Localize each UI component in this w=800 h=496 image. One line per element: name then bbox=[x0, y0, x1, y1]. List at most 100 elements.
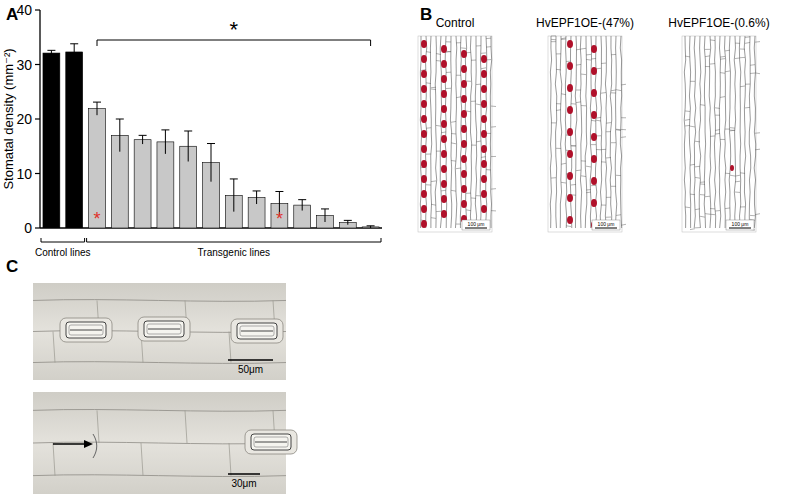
cell-wall bbox=[685, 206, 690, 208]
cell-wall bbox=[750, 215, 755, 216]
cell-wall bbox=[730, 175, 735, 177]
cell-wall bbox=[486, 46, 491, 47]
cell-wall bbox=[486, 38, 491, 40]
cell-wall bbox=[481, 52, 486, 53]
cell-wall bbox=[53, 443, 55, 476]
stoma bbox=[481, 190, 487, 198]
cell-wall bbox=[571, 184, 576, 186]
micrograph bbox=[33, 392, 297, 494]
error-bar bbox=[298, 200, 306, 211]
cell-wall bbox=[490, 36, 491, 228]
figure: ABC010203040Stomatal density (mm⁻²)Contr… bbox=[0, 0, 800, 496]
cell-wall bbox=[480, 36, 481, 228]
cell-wall bbox=[700, 216, 705, 218]
cell-wall bbox=[430, 36, 431, 228]
cell-wall bbox=[596, 120, 601, 122]
cell-wall bbox=[705, 49, 710, 50]
y-tick bbox=[35, 118, 40, 119]
cell-wall bbox=[33, 409, 286, 411]
cell-wall bbox=[461, 47, 466, 48]
cell-wall bbox=[491, 156, 496, 157]
aborted-stoma bbox=[93, 434, 97, 458]
stoma-pore bbox=[241, 331, 273, 332]
image-title: HvEPF1OE-(0.6%) bbox=[668, 16, 769, 30]
cell-wall bbox=[561, 37, 566, 39]
cell-wall bbox=[714, 36, 715, 228]
cell-wall bbox=[556, 109, 561, 111]
cell-wall bbox=[436, 211, 441, 212]
y-tick bbox=[35, 227, 40, 228]
cell-wall bbox=[616, 89, 621, 91]
cell-wall bbox=[551, 41, 556, 42]
cell-wall bbox=[720, 58, 725, 60]
cell-wall bbox=[436, 125, 441, 127]
stoma bbox=[421, 40, 427, 48]
cell-wall bbox=[466, 110, 471, 112]
cell-wall bbox=[705, 66, 710, 67]
stoma bbox=[421, 205, 427, 213]
stoma bbox=[461, 125, 467, 133]
stoma bbox=[567, 150, 573, 158]
cell-wall bbox=[431, 217, 436, 219]
cell-wall bbox=[441, 190, 446, 192]
stoma bbox=[441, 60, 447, 68]
scale-bar-label: 100 μm bbox=[732, 221, 749, 227]
cell-wall bbox=[596, 68, 601, 70]
cell-wall bbox=[685, 110, 690, 112]
cell-wall bbox=[476, 103, 481, 105]
stoma bbox=[591, 133, 597, 141]
cell-wall bbox=[616, 129, 621, 131]
stoma bbox=[481, 175, 487, 183]
cell-wall bbox=[611, 142, 616, 143]
cell-wall bbox=[561, 93, 566, 95]
error-bar bbox=[207, 144, 215, 182]
stoma bbox=[730, 165, 734, 171]
cell-wall bbox=[451, 190, 456, 192]
error-bar bbox=[184, 131, 192, 162]
y-axis-label: Stomatal density (mm⁻²) bbox=[1, 48, 16, 189]
cell-wall bbox=[446, 72, 451, 73]
subsidiary-cell bbox=[245, 430, 297, 454]
cell-wall bbox=[755, 213, 760, 215]
error-stem bbox=[256, 191, 257, 204]
cell-wall bbox=[596, 149, 601, 150]
error-cap bbox=[367, 225, 375, 226]
bar bbox=[66, 52, 83, 228]
cell-wall bbox=[576, 64, 581, 66]
scale-bar-box bbox=[726, 220, 754, 230]
cell-wall bbox=[456, 42, 461, 43]
cell-wall bbox=[471, 145, 476, 146]
stoma bbox=[481, 145, 487, 153]
arrow-head bbox=[84, 440, 93, 448]
cell-wall bbox=[620, 36, 621, 228]
cell-wall bbox=[456, 168, 461, 170]
stoma bbox=[461, 65, 467, 73]
stoma bbox=[567, 216, 573, 224]
cell-wall bbox=[606, 197, 611, 198]
cell-wall bbox=[710, 63, 715, 65]
stoma bbox=[481, 160, 487, 168]
cell-wall bbox=[749, 36, 750, 228]
cell-wall bbox=[710, 39, 715, 41]
cell-wall bbox=[601, 63, 606, 64]
stoma bbox=[461, 185, 467, 193]
stoma bbox=[567, 128, 573, 136]
cell-wall bbox=[715, 133, 720, 135]
cell-wall bbox=[576, 101, 581, 103]
guard-cell bbox=[251, 434, 291, 450]
cell-wall bbox=[745, 36, 750, 38]
cell-wall bbox=[710, 135, 715, 136]
cell-wall bbox=[586, 166, 591, 168]
cell-wall bbox=[745, 84, 750, 85]
stoma bbox=[591, 199, 597, 207]
stoma bbox=[461, 95, 467, 103]
micrograph bbox=[33, 283, 286, 380]
cell-wall bbox=[581, 175, 586, 177]
cell-wall bbox=[566, 225, 571, 227]
guard-cell-inner bbox=[69, 325, 103, 335]
error-cap bbox=[321, 208, 329, 209]
error-bar bbox=[321, 209, 329, 222]
cell-wall bbox=[451, 133, 456, 134]
error-stem bbox=[74, 44, 75, 60]
cell-wall bbox=[460, 36, 461, 228]
